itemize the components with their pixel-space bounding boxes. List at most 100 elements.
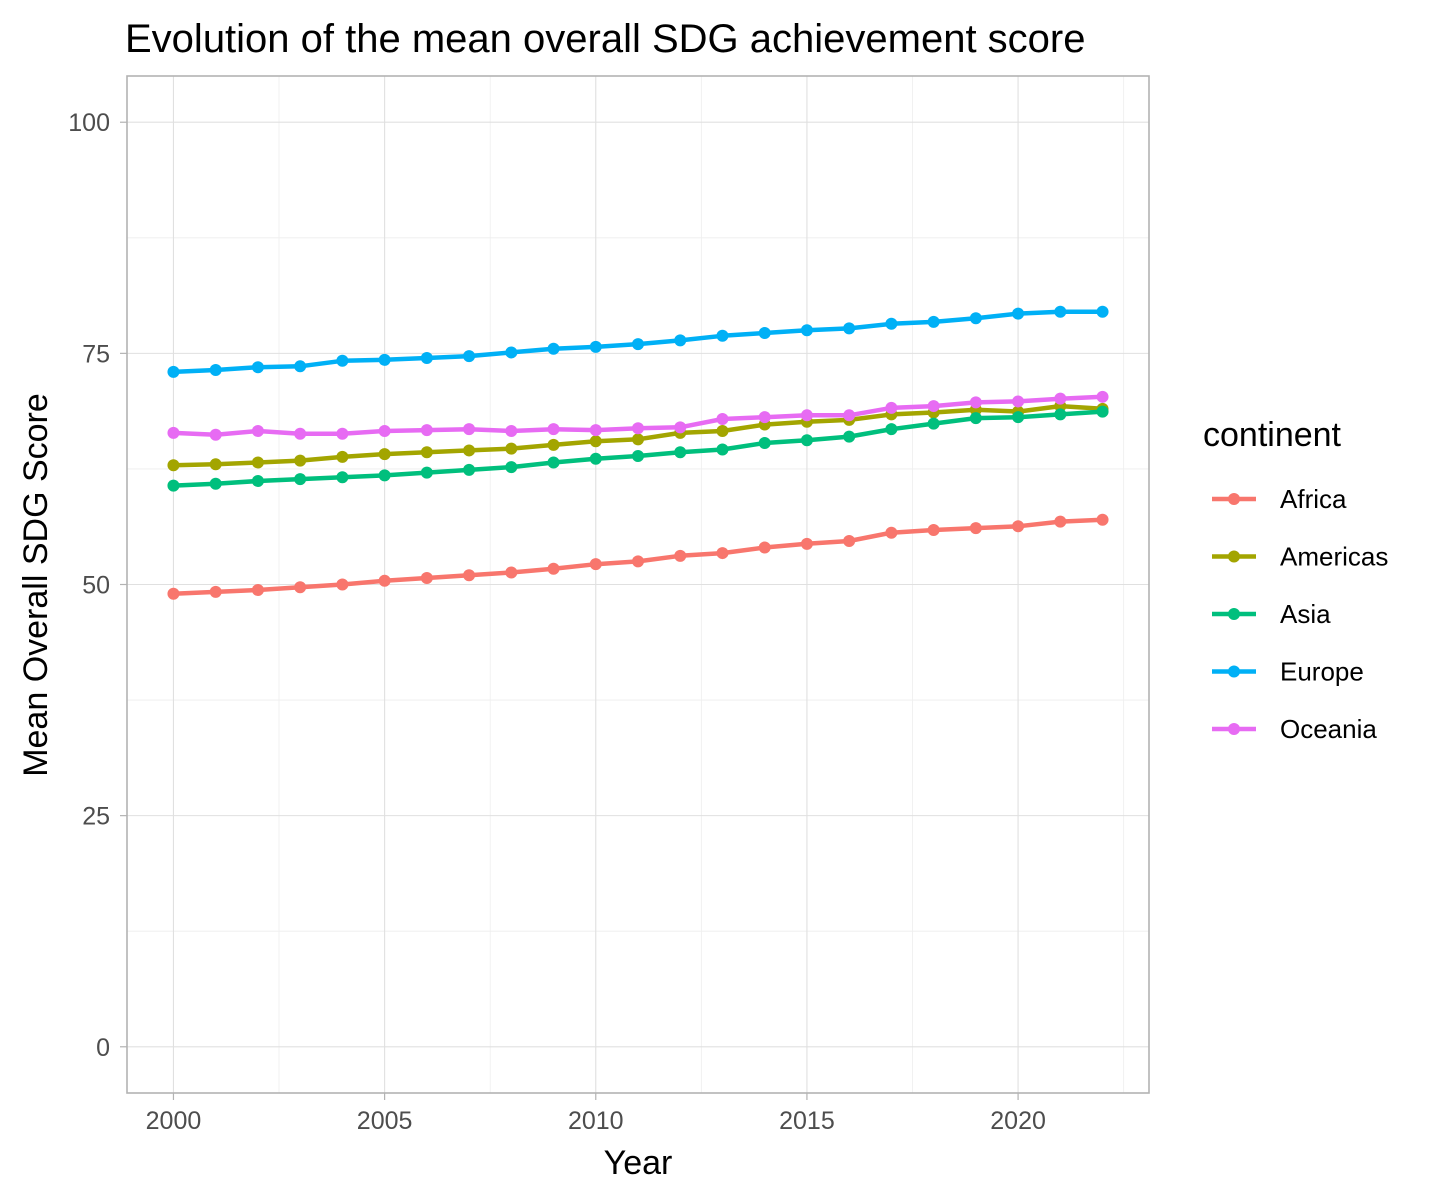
legend-item-oceania: Oceania bbox=[1212, 714, 1377, 744]
data-point-asia bbox=[209, 477, 222, 490]
data-point-asia bbox=[589, 452, 602, 465]
data-point-europe bbox=[1012, 307, 1025, 320]
data-point-oceania bbox=[969, 396, 982, 409]
legend-item-asia: Asia bbox=[1212, 599, 1331, 629]
data-point-europe bbox=[505, 346, 518, 359]
data-point-oceania bbox=[336, 427, 349, 440]
data-point-oceania bbox=[716, 413, 729, 426]
y-tick-label: 100 bbox=[68, 109, 110, 137]
data-point-americas bbox=[209, 458, 222, 471]
legend-key-point-europe bbox=[1228, 665, 1240, 678]
series-europe bbox=[167, 305, 1109, 378]
data-point-oceania bbox=[420, 424, 433, 437]
x-tick-label: 2020 bbox=[990, 1107, 1046, 1135]
data-point-americas bbox=[505, 442, 518, 455]
data-point-asia bbox=[800, 434, 813, 447]
data-point-europe bbox=[1054, 305, 1067, 318]
data-point-asia bbox=[336, 471, 349, 484]
data-point-africa bbox=[927, 523, 940, 536]
data-point-asia bbox=[632, 449, 644, 462]
data-point-oceania bbox=[1054, 392, 1067, 405]
data-point-africa bbox=[1012, 520, 1025, 533]
data-point-asia bbox=[378, 469, 391, 482]
data-point-africa bbox=[674, 549, 687, 562]
data-point-americas bbox=[716, 425, 729, 438]
data-point-africa bbox=[716, 547, 729, 560]
grid-lines bbox=[127, 76, 1149, 1093]
data-point-europe bbox=[885, 317, 898, 330]
data-point-oceania bbox=[1012, 395, 1025, 408]
data-point-africa bbox=[294, 581, 307, 594]
data-point-europe bbox=[589, 340, 602, 353]
data-point-oceania bbox=[632, 422, 644, 435]
data-point-oceania bbox=[758, 411, 771, 424]
x-tick-label: 2000 bbox=[146, 1107, 202, 1135]
data-point-africa bbox=[209, 585, 222, 598]
data-point-africa bbox=[632, 555, 644, 568]
legend-key-point-asia bbox=[1228, 608, 1240, 620]
data-point-americas bbox=[463, 444, 476, 457]
data-point-africa bbox=[463, 569, 476, 582]
data-point-oceania bbox=[674, 421, 687, 434]
data-point-asia bbox=[674, 446, 687, 459]
data-point-europe bbox=[420, 351, 433, 364]
data-point-asia bbox=[251, 474, 264, 487]
plot-series bbox=[167, 305, 1109, 600]
series-oceania bbox=[167, 390, 1109, 441]
data-point-africa bbox=[547, 562, 560, 575]
data-point-oceania bbox=[209, 428, 222, 441]
data-point-europe bbox=[378, 353, 391, 366]
series-africa bbox=[167, 513, 1109, 600]
x-axis-title: Year bbox=[604, 1144, 673, 1182]
legend-key-point-oceania bbox=[1228, 723, 1240, 735]
data-point-europe bbox=[632, 338, 644, 351]
legend-label-africa: Africa bbox=[1280, 484, 1347, 514]
data-point-americas bbox=[167, 459, 180, 472]
data-point-asia bbox=[1096, 405, 1109, 418]
data-point-africa bbox=[251, 584, 264, 597]
data-point-africa bbox=[758, 541, 771, 554]
data-point-africa bbox=[1096, 513, 1109, 526]
data-point-americas bbox=[632, 433, 644, 446]
data-point-africa bbox=[800, 537, 813, 550]
legend-label-asia: Asia bbox=[1280, 599, 1331, 629]
data-point-europe bbox=[209, 364, 222, 377]
data-point-asia bbox=[167, 479, 180, 492]
data-point-oceania bbox=[463, 423, 476, 436]
y-axis-title: Mean Overall SDG Score bbox=[17, 393, 55, 777]
data-point-africa bbox=[420, 572, 433, 585]
legend-label-europe: Europe bbox=[1280, 657, 1364, 687]
data-point-asia bbox=[547, 456, 560, 469]
legend-title: continent bbox=[1203, 416, 1342, 454]
data-point-oceania bbox=[294, 427, 307, 440]
data-point-oceania bbox=[800, 409, 813, 422]
data-point-oceania bbox=[885, 401, 898, 414]
data-point-asia bbox=[716, 443, 729, 456]
data-point-asia bbox=[969, 412, 982, 425]
y-tick-label: 0 bbox=[96, 1034, 110, 1062]
data-point-europe bbox=[843, 322, 856, 335]
data-point-oceania bbox=[547, 423, 560, 436]
legend-key-point-americas bbox=[1228, 550, 1240, 563]
series-asia bbox=[167, 405, 1109, 492]
data-point-asia bbox=[758, 437, 771, 450]
data-point-africa bbox=[589, 558, 602, 571]
axis-ticks: 0 25 50 75 100 2000 2005 2010 2015 2020 bbox=[68, 109, 1046, 1135]
data-point-americas bbox=[294, 454, 307, 467]
data-point-oceania bbox=[843, 409, 856, 422]
x-tick-label: 2015 bbox=[779, 1107, 835, 1135]
data-point-asia bbox=[1054, 408, 1067, 421]
data-point-africa bbox=[505, 566, 518, 579]
data-point-americas bbox=[420, 446, 433, 459]
data-point-oceania bbox=[505, 425, 518, 438]
data-point-africa bbox=[1054, 515, 1067, 528]
data-point-africa bbox=[843, 535, 856, 548]
data-point-europe bbox=[969, 312, 982, 325]
data-point-asia bbox=[505, 461, 518, 474]
data-point-europe bbox=[716, 329, 729, 342]
data-point-europe bbox=[927, 315, 940, 328]
data-point-oceania bbox=[1096, 390, 1109, 403]
data-point-europe bbox=[758, 327, 771, 340]
data-point-oceania bbox=[167, 426, 180, 439]
data-point-americas bbox=[378, 448, 391, 461]
